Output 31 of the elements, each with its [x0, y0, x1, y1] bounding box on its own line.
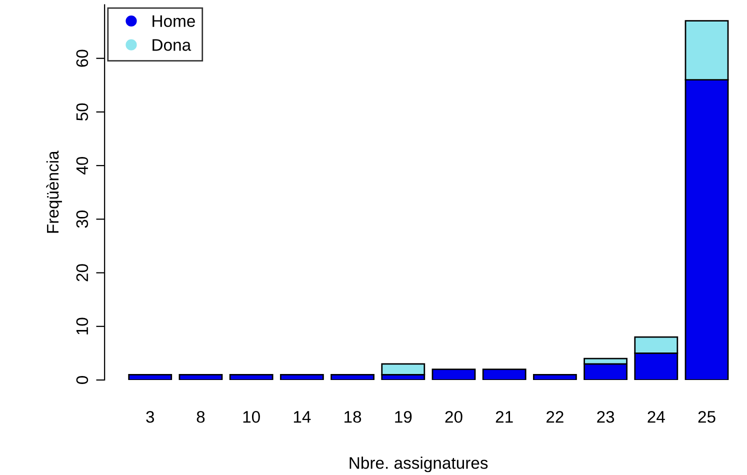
- y-tick-label: 0: [76, 376, 88, 384]
- y-axis-title: Freqüència: [46, 150, 62, 233]
- x-tick-label: 22: [546, 410, 564, 423]
- x-tick-label: 20: [445, 410, 462, 423]
- bar: [229, 374, 274, 380]
- x-tick-label: 24: [648, 410, 665, 423]
- x-axis-title: Nbre. assignatures: [350, 456, 488, 472]
- y-tick-label: 40: [76, 156, 88, 174]
- x-tick-label: 8: [196, 410, 205, 423]
- y-tick-label: 50: [76, 103, 88, 121]
- y-tick-label: 60: [76, 50, 88, 67]
- x-tick-label: 23: [597, 410, 614, 423]
- bar: [280, 374, 324, 380]
- x-tick-label: 10: [243, 410, 260, 423]
- x-tick-label: 3: [146, 410, 154, 423]
- bar: [482, 368, 526, 380]
- bar: [178, 374, 223, 380]
- x-tick-label: 25: [698, 410, 716, 423]
- y-tick-label: 30: [76, 210, 88, 228]
- legend-label: Dona: [152, 39, 192, 51]
- x-tick-label: 14: [294, 411, 311, 423]
- legend-label: Home: [152, 15, 195, 27]
- y-tick-label: 10: [76, 318, 88, 334]
- x-tick-label: 19: [395, 410, 412, 423]
- x-tick-label: 18: [344, 410, 362, 423]
- bar: [128, 374, 172, 380]
- bar: [533, 374, 577, 380]
- bar: [432, 368, 476, 380]
- y-tick-label: 20: [76, 264, 88, 282]
- x-tick-label: 21: [496, 410, 513, 423]
- bar: [330, 374, 374, 380]
